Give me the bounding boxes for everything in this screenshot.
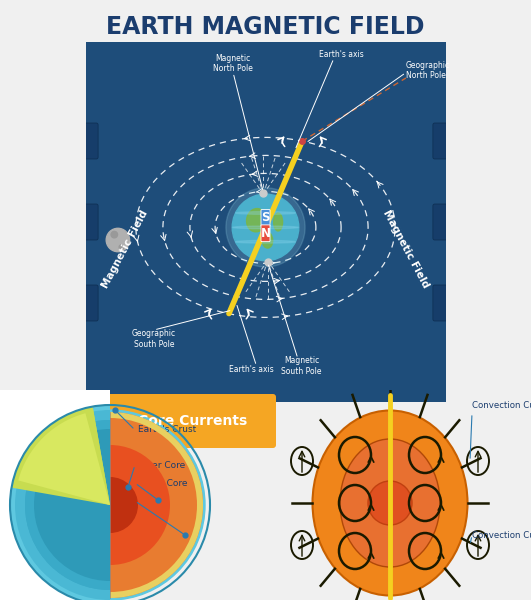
Text: Geographic
South Pole: Geographic South Pole <box>132 329 176 349</box>
Ellipse shape <box>235 241 296 243</box>
FancyBboxPatch shape <box>5 394 276 448</box>
Wedge shape <box>10 405 110 600</box>
Text: Magnetic Field: Magnetic Field <box>381 208 431 290</box>
FancyBboxPatch shape <box>261 209 270 226</box>
Wedge shape <box>12 407 110 505</box>
FancyBboxPatch shape <box>84 285 98 321</box>
Wedge shape <box>13 407 110 505</box>
Circle shape <box>119 245 124 250</box>
FancyBboxPatch shape <box>84 123 98 159</box>
Bar <box>0 390 110 600</box>
Ellipse shape <box>235 212 296 214</box>
Wedge shape <box>16 411 110 599</box>
FancyBboxPatch shape <box>433 204 447 240</box>
Ellipse shape <box>246 209 267 232</box>
Ellipse shape <box>340 439 440 567</box>
Wedge shape <box>25 420 110 590</box>
FancyBboxPatch shape <box>261 225 270 242</box>
Circle shape <box>111 232 117 238</box>
Text: N: N <box>261 227 270 240</box>
Ellipse shape <box>313 410 467 595</box>
Text: Earth's axis: Earth's axis <box>229 365 273 374</box>
Text: Earth's axis: Earth's axis <box>319 50 364 59</box>
Wedge shape <box>110 445 170 565</box>
Wedge shape <box>25 420 110 590</box>
Wedge shape <box>10 405 110 600</box>
Circle shape <box>368 481 412 525</box>
FancyBboxPatch shape <box>433 285 447 321</box>
FancyBboxPatch shape <box>84 204 98 240</box>
Text: Magnetic Field: Magnetic Field <box>100 208 150 290</box>
Text: Magnetic
South Pole: Magnetic South Pole <box>281 356 322 376</box>
Circle shape <box>232 194 299 260</box>
Wedge shape <box>110 412 203 598</box>
Circle shape <box>15 410 205 600</box>
Text: Convection Currents: Convection Currents <box>472 530 531 539</box>
Text: Inner Core: Inner Core <box>138 461 185 469</box>
Ellipse shape <box>262 232 273 248</box>
FancyBboxPatch shape <box>78 35 453 409</box>
Text: S: S <box>261 211 270 224</box>
Circle shape <box>106 228 130 252</box>
Text: EARTH MAGNETIC FIELD: EARTH MAGNETIC FIELD <box>106 15 425 39</box>
Wedge shape <box>34 429 110 581</box>
Wedge shape <box>110 477 138 533</box>
Text: Mantle: Mantle <box>138 497 169 505</box>
Text: Convection Currents: Convection Currents <box>472 401 531 409</box>
Text: Magnetic
North Pole: Magnetic North Pole <box>213 54 253 73</box>
Wedge shape <box>110 412 203 598</box>
Text: Earth's Crust: Earth's Crust <box>138 425 196 434</box>
Ellipse shape <box>273 213 282 231</box>
Ellipse shape <box>232 226 299 229</box>
FancyBboxPatch shape <box>433 123 447 159</box>
Text: Geographic
North Pole: Geographic North Pole <box>406 61 450 80</box>
Wedge shape <box>15 410 110 600</box>
Circle shape <box>226 188 305 267</box>
Wedge shape <box>35 430 110 580</box>
Text: Earth's Inner Core Currents: Earth's Inner Core Currents <box>32 414 247 428</box>
Text: Outer Core: Outer Core <box>138 479 187 487</box>
Wedge shape <box>18 413 110 505</box>
